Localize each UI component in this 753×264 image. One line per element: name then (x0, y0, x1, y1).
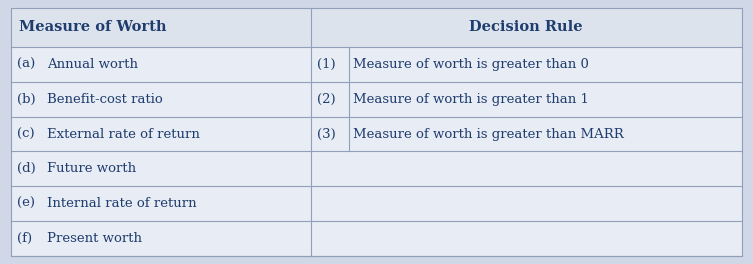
Text: (e): (e) (17, 197, 35, 210)
Text: Present worth: Present worth (47, 232, 142, 245)
Text: Measure of Worth: Measure of Worth (19, 20, 166, 34)
Text: (f): (f) (17, 232, 32, 245)
Bar (11, 186, 742, 221)
Text: (d): (d) (17, 162, 36, 176)
Text: Internal rate of return: Internal rate of return (47, 197, 197, 210)
Text: (2): (2) (317, 93, 335, 106)
Text: Benefit-cost ratio: Benefit-cost ratio (47, 93, 163, 106)
Bar (11, 117, 742, 152)
Text: (a): (a) (17, 58, 35, 71)
Text: (c): (c) (17, 128, 35, 140)
Text: (1): (1) (317, 58, 335, 71)
Bar (11, 152, 742, 186)
Text: External rate of return: External rate of return (47, 128, 200, 140)
Text: (b): (b) (17, 93, 36, 106)
Text: Measure of worth is greater than 1: Measure of worth is greater than 1 (352, 93, 588, 106)
Text: Decision Rule: Decision Rule (469, 20, 583, 34)
Text: (3): (3) (317, 128, 336, 140)
Text: Measure of worth is greater than 0: Measure of worth is greater than 0 (352, 58, 588, 71)
Text: Future worth: Future worth (47, 162, 136, 176)
Text: Measure of worth is greater than MARR: Measure of worth is greater than MARR (352, 128, 623, 140)
Bar (11, 8, 742, 47)
Bar (11, 82, 742, 117)
Bar (11, 47, 742, 82)
Text: Annual worth: Annual worth (47, 58, 139, 71)
Bar (11, 221, 742, 256)
